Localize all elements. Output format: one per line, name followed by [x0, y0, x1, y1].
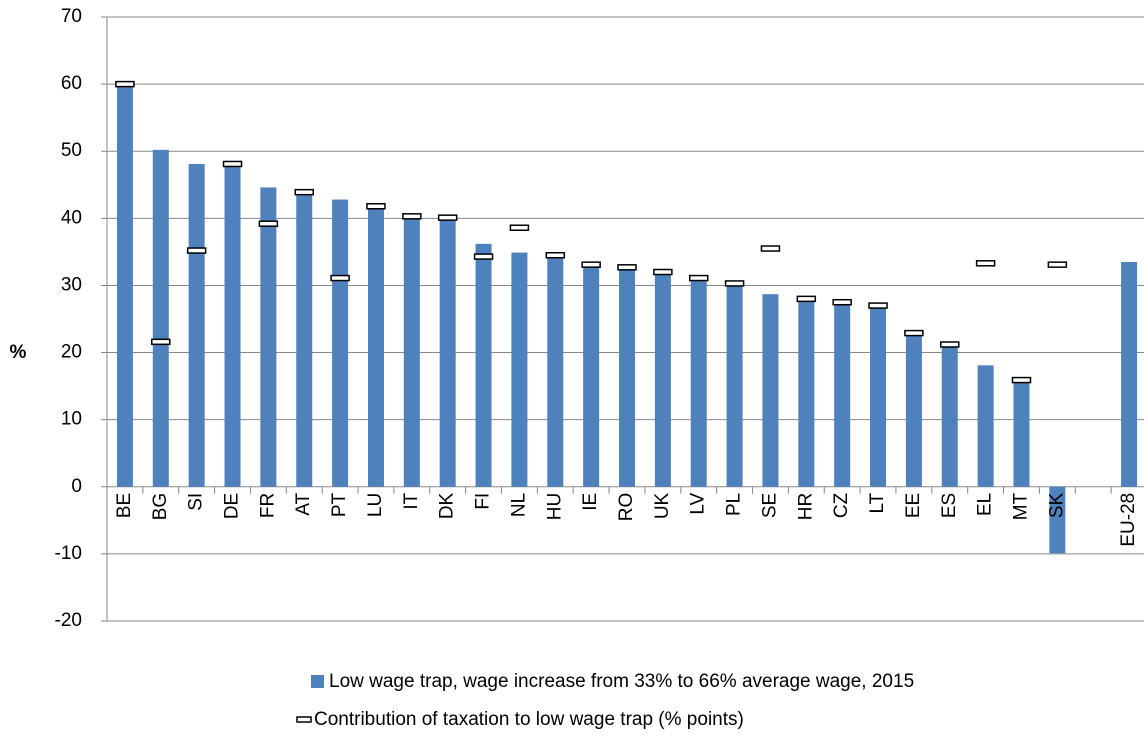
x-tick-label: FR [257, 493, 278, 518]
taxation-marker [151, 338, 171, 346]
bar [798, 300, 815, 487]
bar [941, 347, 958, 487]
taxation-marker [653, 268, 673, 276]
y-tick-label: -20 [55, 610, 82, 631]
taxation-marker [1047, 261, 1068, 268]
taxation-marker [437, 214, 458, 221]
x-tick-label: FI [473, 493, 494, 510]
taxation-marker [294, 188, 314, 196]
x-tick-label: HU [544, 493, 565, 520]
bar [511, 252, 528, 487]
bar [619, 268, 635, 487]
bar [439, 219, 456, 487]
x-tick-label: UK [652, 492, 673, 519]
bar [152, 149, 169, 487]
x-tick-label: ES [939, 493, 960, 518]
y-tick-label: 60 [61, 73, 82, 94]
x-tick-label: EE [903, 493, 924, 518]
bar [1013, 382, 1030, 487]
x-tick-label: AT [293, 492, 314, 515]
bar [690, 280, 707, 487]
bar [188, 163, 205, 487]
y-tick-label: 70 [61, 6, 82, 27]
x-tick-label: CZ [831, 492, 852, 518]
taxation-marker [760, 245, 781, 252]
x-tick-label: DK [437, 492, 458, 519]
bar [654, 273, 671, 487]
x-tick-label: LT [867, 492, 888, 513]
bar [260, 187, 277, 487]
taxation-marker [545, 251, 566, 259]
bar [726, 284, 743, 487]
x-tick-label: IT [401, 492, 422, 509]
taxation-marker [258, 220, 279, 227]
x-tick-label: DE [222, 493, 243, 519]
bar [367, 208, 384, 487]
y-tick-label: 40 [61, 207, 82, 228]
bar [475, 243, 492, 487]
x-tick-label: IE [580, 493, 601, 511]
y-tick-label: 30 [61, 274, 82, 295]
x-tick-label: RO [616, 493, 637, 522]
bar [1121, 261, 1138, 487]
x-tick-label: SE [759, 493, 780, 518]
x-tick-label: LU [365, 493, 386, 517]
bar [547, 255, 564, 487]
taxation-marker [1011, 376, 1032, 384]
taxation-marker [366, 203, 386, 210]
taxation-marker [115, 80, 135, 88]
taxation-marker [832, 298, 852, 306]
bar [977, 365, 994, 487]
x-tick-label: NL [508, 493, 529, 517]
taxation-marker [688, 274, 709, 282]
taxation-marker [868, 302, 888, 309]
x-tick-label: BG [150, 493, 171, 520]
bar [403, 214, 420, 487]
y-tick-label: -10 [55, 543, 82, 564]
x-tick-label: EU-28 [1118, 493, 1139, 547]
taxation-marker [509, 224, 530, 231]
y-tick-label: 0 [71, 476, 82, 497]
taxation-marker [330, 274, 350, 282]
y-tick-label: 20 [61, 342, 82, 363]
bar [296, 194, 313, 487]
taxation-marker [975, 260, 996, 267]
bar [762, 294, 779, 487]
bar [583, 265, 600, 487]
legend-swatch [296, 716, 312, 723]
bar [116, 84, 133, 487]
x-tick-label: SK [1046, 492, 1067, 518]
bar [905, 335, 922, 487]
bar [224, 165, 241, 487]
taxation-marker [581, 261, 601, 268]
taxation-marker [222, 160, 243, 168]
x-tick-label: HR [795, 493, 816, 520]
bar [1049, 486, 1066, 554]
taxation-marker [473, 253, 494, 260]
x-tick-label: EL [975, 493, 996, 516]
legend-label: Contribution of taxation to low wage tra… [314, 709, 744, 730]
legend-swatch [311, 675, 324, 688]
taxation-marker [617, 264, 637, 271]
bar [834, 303, 851, 487]
taxation-marker [940, 341, 960, 348]
x-tick-label: LV [688, 492, 709, 514]
y-tick-label: 10 [61, 409, 82, 430]
taxation-marker [796, 295, 817, 303]
x-tick-label: PT [329, 492, 350, 517]
bar [870, 307, 887, 487]
y-tick-label: 50 [61, 140, 82, 161]
bar [332, 199, 349, 487]
legend-label: Low wage trap, wage increase from 33% to… [329, 671, 914, 692]
x-tick-label: SI [186, 493, 207, 511]
taxation-marker [402, 213, 422, 220]
taxation-marker [186, 247, 207, 254]
taxation-marker [724, 280, 745, 287]
x-tick-label: PL [724, 493, 745, 516]
y-axis-label: % [10, 342, 27, 363]
x-tick-label: BE [114, 493, 135, 518]
taxation-marker [904, 329, 924, 337]
x-tick-label: MT [1010, 492, 1031, 520]
